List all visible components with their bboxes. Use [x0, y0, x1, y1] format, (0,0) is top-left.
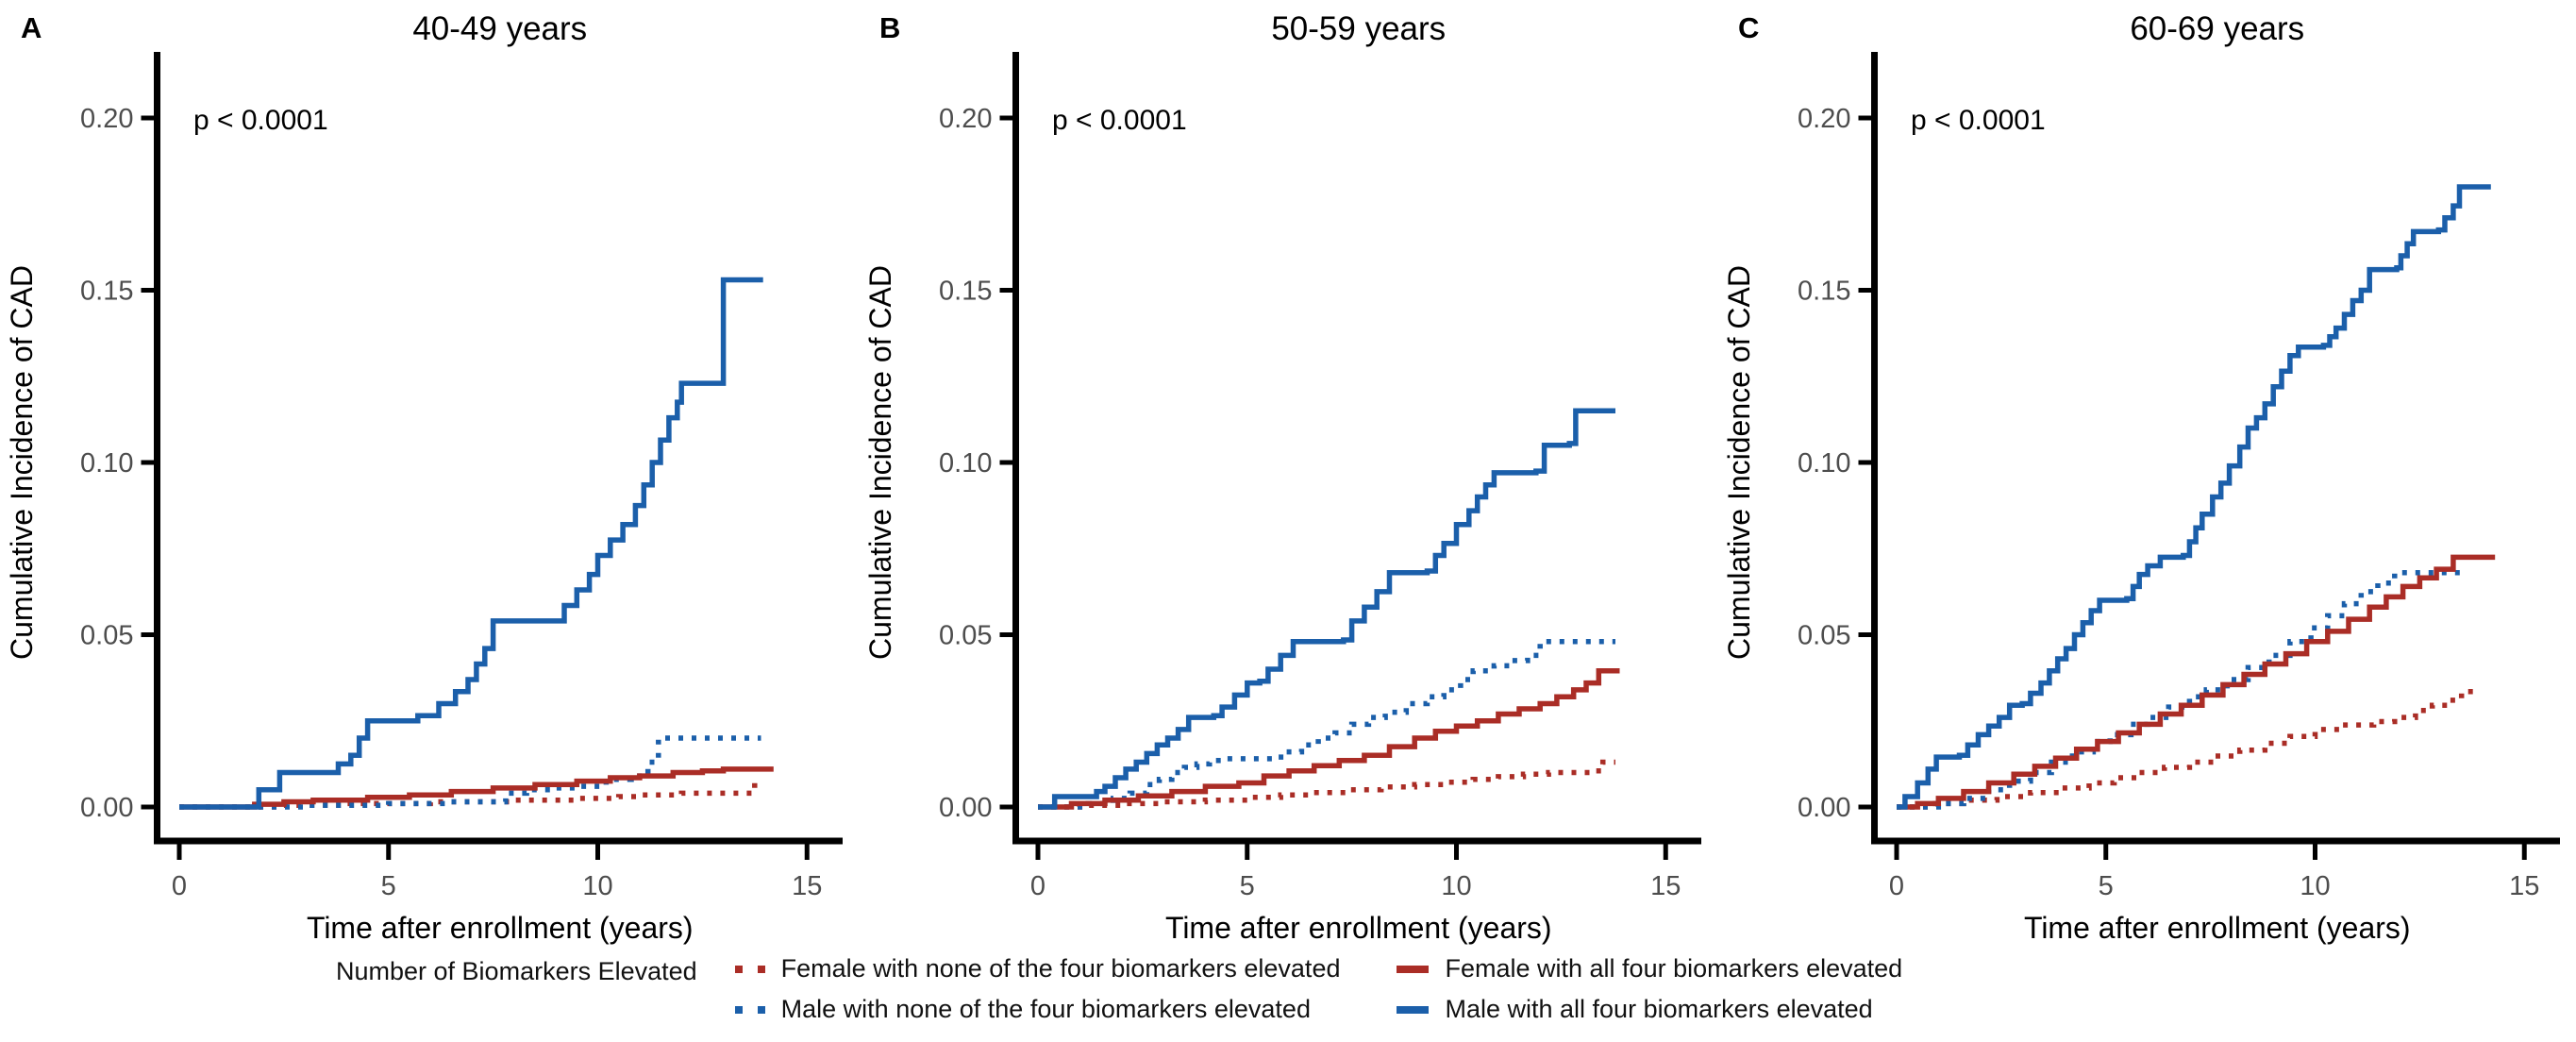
female-all-solid-key-icon: [1397, 965, 1430, 973]
y-tick-label: 0.15: [80, 277, 133, 307]
x-tick-label: 15: [792, 871, 822, 901]
y-tick-label: 0.20: [939, 104, 992, 134]
x-axis-title: Time after enrollment (years): [307, 911, 694, 945]
panel-title: 50-59 years: [1271, 10, 1446, 47]
male-none-dotted-key-icon: [734, 1005, 765, 1014]
y-tick-label: 0.10: [1798, 448, 1850, 479]
y-tick-label: 0.20: [80, 104, 133, 134]
legend-grid: Female with none of the four biomarkers …: [733, 954, 1902, 1024]
y-tick-label: 0.00: [80, 793, 133, 823]
x-tick-label: 10: [2300, 871, 2330, 901]
legend-item-label: Female with all four biomarkers elevated: [1445, 954, 1903, 983]
series-female-none-curve: [1038, 759, 1615, 810]
series-female-all-curve: [1897, 554, 2496, 810]
panel-b-chart: B 50-59 years p < 0.0001 0.00 0.05 0.10 0.15 0.…: [863, 10, 1701, 945]
y-tick-label: 0.05: [80, 621, 133, 651]
y-axis-title: Cumulative Incidence of CAD: [5, 265, 39, 660]
x-tick-label: 5: [381, 871, 396, 901]
series-female-all-curve: [179, 766, 774, 810]
y-tick-label: 0.20: [1798, 104, 1850, 134]
y-tick-label: 0.15: [939, 277, 992, 307]
x-tick-label: 15: [2509, 871, 2539, 901]
panel-letter: B: [879, 11, 900, 44]
legend-item-male-none: Male with none of the four biomarkers el…: [733, 995, 1341, 1024]
y-tick-label: 0.00: [939, 793, 992, 823]
legend-item-label: Female with none of the four biomarkers …: [780, 954, 1341, 983]
panel-letter: C: [1738, 11, 1759, 44]
panel-title: 40-49 years: [412, 10, 587, 47]
y-axis-title: Cumulative Incidence of CAD: [1722, 265, 1756, 660]
x-tick-label: 5: [1240, 871, 1255, 901]
x-tick-label: 0: [172, 871, 187, 901]
series-male-all-curve: [179, 277, 763, 810]
panel-letter: A: [21, 11, 42, 44]
male-all-solid-key-icon: [1397, 1005, 1430, 1014]
y-tick-label: 0.15: [1798, 277, 1850, 307]
y-axis-title: Cumulative Incidence of CAD: [863, 265, 897, 660]
panel-title: 60-69 years: [2130, 10, 2304, 47]
panel-c-chart: C 60-69 years p < 0.0001 0.00 0.05 0.10 0.15 0.…: [1722, 10, 2560, 945]
x-tick-label: 0: [1030, 871, 1045, 901]
legend-item-label: Male with all four biomarkers elevated: [1445, 995, 1873, 1023]
legend-item-female-all: Female with all four biomarkers elevated: [1395, 954, 1902, 983]
y-tick-label: 0.05: [1798, 621, 1850, 651]
series-female-none-curve: [1897, 688, 2479, 810]
legend-item-female-none: Female with none of the four biomarkers …: [733, 954, 1341, 983]
panel-a-chart: A 40-49 years p < 0.0001 0.00 0.05 0.10 0.15 0.…: [5, 10, 843, 945]
p-value-label: p < 0.0001: [1911, 105, 2046, 136]
x-axis-title: Time after enrollment (years): [1165, 911, 1552, 945]
female-none-dotted-key-icon: [734, 965, 765, 973]
series-male-none-curve: [1038, 639, 1615, 810]
y-tick-label: 0.10: [939, 448, 992, 479]
series-male-all-curve: [1038, 408, 1615, 810]
x-tick-label: 5: [2099, 871, 2114, 901]
chart-panels: A 40-49 years p < 0.0001 0.00 0.05 0.10 0.15 0.…: [5, 10, 2560, 945]
series-male-all-curve: [1897, 184, 2491, 810]
legend-item-label: Male with none of the four biomarkers el…: [780, 995, 1311, 1023]
y-tick-label: 0.00: [1798, 793, 1850, 823]
y-tick-label: 0.05: [939, 621, 992, 651]
x-tick-label: 0: [1889, 871, 1904, 901]
legend: Number of Biomarkers Elevated Female wit…: [0, 951, 2576, 1042]
legend-item-male-all: Male with all four biomarkers elevated: [1395, 995, 1902, 1024]
legend-title: Number of Biomarkers Elevated: [336, 957, 697, 985]
x-axis-title: Time after enrollment (years): [2024, 911, 2411, 945]
x-tick-label: 15: [1650, 871, 1681, 901]
x-tick-label: 10: [582, 871, 612, 901]
series-female-all-curve: [1038, 668, 1620, 810]
p-value-label: p < 0.0001: [193, 105, 328, 136]
p-value-label: p < 0.0001: [1052, 105, 1187, 136]
series-male-none-curve: [1897, 570, 2467, 810]
x-tick-label: 10: [1441, 871, 1471, 901]
y-tick-label: 0.10: [80, 448, 133, 479]
